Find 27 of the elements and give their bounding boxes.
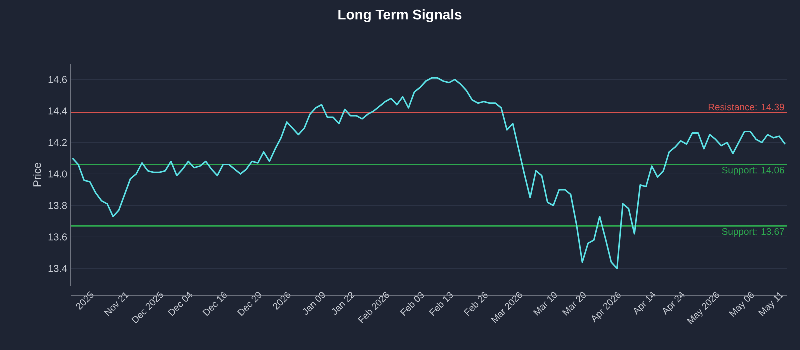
chart-title: Long Term Signals <box>338 9 462 23</box>
x-tick-label: Dec 04 <box>168 292 192 316</box>
x-tick-label: Mar 10 <box>533 292 558 316</box>
ref-line-label: Support: 14.06 <box>722 166 784 176</box>
x-tick-label: Feb 13 <box>429 292 454 316</box>
x-tick-label: Dec 29 <box>238 292 262 316</box>
y-tick-label: 14.0 <box>48 170 68 178</box>
x-tick-label: Jan 22 <box>332 292 356 315</box>
x-tick-label: Apr 24 <box>663 292 685 316</box>
x-tick-label: Apr 14 <box>634 292 656 316</box>
x-tick-label: Jan 09 <box>303 292 326 315</box>
ref-line-label: Resistance: 14.39 <box>708 104 784 111</box>
x-tick-label: Feb 03 <box>400 292 424 316</box>
y-tick-label: 13.6 <box>48 234 68 241</box>
x-tick-label: Feb 26 <box>464 292 488 316</box>
y-tick-label: 13.4 <box>48 265 68 272</box>
y-tick-label: 14.6 <box>48 76 68 84</box>
y-tick-label: 13.8 <box>48 202 68 210</box>
y-tick-label: 14.4 <box>48 108 68 115</box>
x-tick-label: Nov 21 <box>104 292 130 316</box>
y-tick-label: 14.2 <box>48 139 67 146</box>
x-tick-label: May 11 <box>758 292 784 316</box>
x-tick-label: Mar 20 <box>562 292 586 316</box>
ref-line-label: Support: 13.67 <box>722 228 784 237</box>
y-axis-title: Price <box>33 163 42 187</box>
x-tick-label: May 06 <box>729 292 754 318</box>
x-tick-label: Dec 16 <box>202 292 227 316</box>
